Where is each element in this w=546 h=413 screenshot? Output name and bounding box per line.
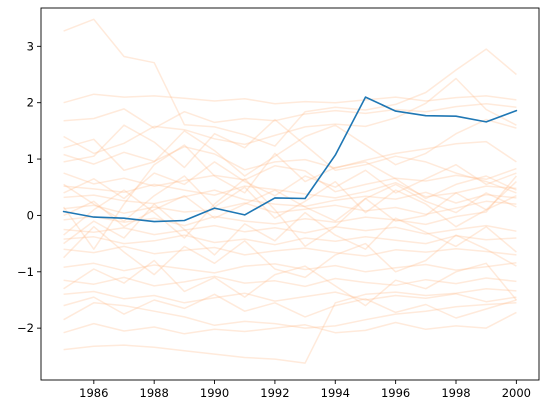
- x-tick-label: 2000: [502, 386, 531, 400]
- background-series-line: [63, 302, 517, 329]
- background-series-line: [63, 161, 517, 200]
- x-tick-label: 1994: [321, 386, 350, 400]
- background-series-line: [63, 293, 517, 319]
- series-layer: [62, 18, 518, 364]
- background-series-line: [63, 118, 517, 177]
- background-series-line: [63, 224, 517, 236]
- x-tick-label: 1986: [79, 386, 108, 400]
- y-tick-label: 2: [27, 96, 34, 110]
- background-series-line: [63, 245, 517, 257]
- background-series-line: [63, 175, 517, 228]
- background-series-line: [63, 234, 517, 246]
- background-series-line: [63, 178, 517, 248]
- background-series-line: [63, 165, 517, 193]
- x-tick-label: 1990: [200, 386, 229, 400]
- background-series-line: [63, 118, 517, 194]
- background-series-line: [63, 181, 517, 199]
- y-tick-label: 3: [27, 39, 34, 53]
- axes-layer: 1986 1988 1990 1992 1994 1996 1998 2000 −2 −1 0 1 2 3: [17, 7, 540, 400]
- background-series-line: [63, 93, 517, 105]
- background-series-line: [63, 189, 517, 208]
- background-series-line: [63, 103, 517, 129]
- background-series-line: [63, 262, 517, 274]
- x-tick-label: 1988: [140, 386, 169, 400]
- background-series-line: [63, 225, 517, 279]
- background-series-line: [63, 259, 517, 307]
- background-series-line: [63, 311, 517, 335]
- background-series-line: [63, 275, 517, 288]
- x-tick-label: 1992: [260, 386, 289, 400]
- highlight-series-line: [62, 96, 518, 223]
- y-tick-label: 0: [27, 208, 34, 222]
- x-tick-label: 1996: [381, 386, 410, 400]
- background-series-line: [63, 203, 517, 256]
- y-tick-label: −2: [17, 321, 34, 335]
- x-tick-label: 1998: [441, 386, 470, 400]
- background-series-line: [63, 287, 517, 364]
- background-series-line: [62, 144, 517, 250]
- background-series-line: [63, 77, 517, 155]
- background-series-line: [63, 18, 517, 147]
- y-tick-label: 1: [27, 152, 34, 166]
- y-tick-label: −1: [17, 265, 34, 279]
- background-series-line: [63, 290, 517, 304]
- background-series-line: [63, 140, 517, 171]
- axes-frame: [40, 7, 540, 381]
- background-series-line: [63, 200, 517, 216]
